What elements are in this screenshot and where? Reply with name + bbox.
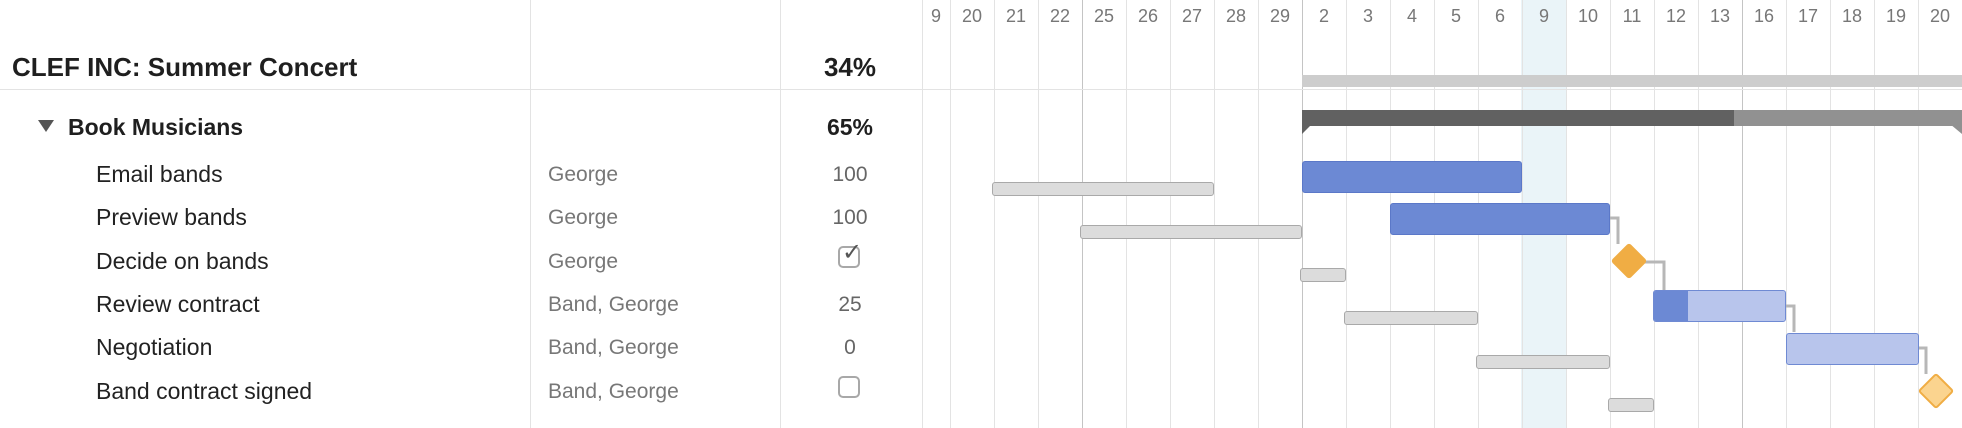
- baseline-bar: [1476, 355, 1610, 369]
- timeline-day-divider: [1346, 0, 1347, 428]
- timeline-day-label: 17: [1797, 6, 1819, 26]
- timeline-day-divider: [1830, 0, 1831, 428]
- task-name[interactable]: Email bands: [96, 161, 223, 187]
- baseline-bar: [1344, 311, 1478, 325]
- timeline-day-label: 28: [1225, 6, 1247, 26]
- row-divider: [0, 89, 1962, 90]
- timeline-day-label: 12: [1665, 6, 1687, 26]
- timeline-day-label: 20: [961, 6, 983, 26]
- timeline-day-divider: [1126, 0, 1127, 428]
- group-title[interactable]: Book Musicians: [68, 114, 244, 140]
- timeline-day-divider: [1918, 0, 1919, 428]
- timeline-day-label: 25: [1093, 6, 1115, 26]
- task-bar-progress-fill: [1654, 291, 1688, 321]
- timeline-day-label: 3: [1362, 6, 1373, 26]
- checkbox-empty-icon[interactable]: [838, 376, 860, 398]
- task-bar-review-contract[interactable]: [1653, 290, 1786, 322]
- task-assignee[interactable]: Band, George: [548, 380, 679, 403]
- column-divider: [780, 0, 781, 428]
- timeline-day-divider: [950, 0, 951, 428]
- timeline-day-divider: [1610, 0, 1611, 428]
- project-title: CLEF INC: Summer Concert: [12, 52, 358, 82]
- baseline-bar: [1080, 225, 1302, 239]
- timeline-day-label: 9: [1538, 6, 1549, 26]
- baseline-bar: [992, 182, 1214, 196]
- timeline-day-label: 29: [1269, 6, 1291, 26]
- timeline-day-label: 16: [1753, 6, 1775, 26]
- timeline-day-divider: [1302, 0, 1303, 428]
- timeline-day-label: 5: [1450, 6, 1461, 26]
- project-percent: 34%: [823, 52, 877, 82]
- task-bar-preview-bands[interactable]: [1390, 203, 1610, 235]
- project-summary-bar[interactable]: [1302, 75, 1962, 87]
- timeline-day-label: 26: [1137, 6, 1159, 26]
- timeline-day-divider: [1742, 0, 1743, 428]
- timeline-day-label: 19: [1885, 6, 1907, 26]
- group-remaining-bar[interactable]: [1734, 110, 1962, 126]
- timeline-day-label: 13: [1709, 6, 1731, 26]
- task-assignee[interactable]: Band, George: [548, 336, 679, 359]
- task-name[interactable]: Band contract signed: [96, 378, 313, 404]
- timeline-day-label: 6: [1494, 6, 1505, 26]
- task-assignee[interactable]: George: [548, 250, 619, 273]
- group-bar-end-cap: [1950, 124, 1962, 134]
- task-assignee[interactable]: George: [548, 206, 619, 229]
- timeline-day-divider: [1874, 0, 1875, 428]
- timeline-day-divider: [1786, 0, 1787, 428]
- column-divider: [530, 0, 531, 428]
- baseline-bar: [1300, 268, 1346, 282]
- task-progress[interactable]: 25: [838, 293, 862, 316]
- column-divider: [922, 0, 923, 428]
- task-progress[interactable]: 100: [832, 163, 868, 186]
- task-bar-email-bands[interactable]: [1302, 161, 1522, 193]
- task-progress[interactable]: 100: [832, 206, 868, 229]
- group-progress-bar[interactable]: [1302, 110, 1734, 126]
- timeline-day-divider: [1654, 0, 1655, 428]
- task-assignee[interactable]: Band, George: [548, 293, 679, 316]
- timeline-day-divider: [1082, 0, 1083, 428]
- group-bar-start-cap: [1302, 124, 1312, 134]
- task-assignee[interactable]: George: [548, 163, 619, 186]
- task-name[interactable]: Preview bands: [96, 204, 247, 230]
- timeline-day-label: 2: [1318, 6, 1329, 26]
- checkbox-checked-icon[interactable]: ✓: [838, 241, 862, 268]
- timeline-day-label: 10: [1577, 6, 1599, 26]
- task-name[interactable]: Decide on bands: [96, 248, 269, 274]
- timeline-day-label: 11: [1622, 6, 1642, 26]
- task-progress[interactable]: 0: [844, 336, 856, 359]
- timeline-day-label: 4: [1406, 6, 1417, 26]
- group-percent: 65%: [826, 114, 874, 140]
- timeline-day-divider: [1170, 0, 1171, 428]
- timeline-day-divider: [1214, 0, 1215, 428]
- task-name[interactable]: Review contract: [96, 291, 260, 317]
- timeline-day-label: 22: [1049, 6, 1071, 26]
- collapse-triangle-icon[interactable]: [38, 120, 54, 132]
- task-name[interactable]: Negotiation: [96, 334, 213, 360]
- timeline-day-label: 18: [1841, 6, 1863, 26]
- baseline-bar: [1608, 398, 1654, 412]
- timeline-day-label: 21: [1005, 6, 1027, 26]
- timeline-day-label: 9: [930, 6, 941, 26]
- check-mark-icon: ✓: [842, 239, 863, 266]
- task-bar-negotiation[interactable]: [1786, 333, 1919, 365]
- timeline-day-divider: [1038, 0, 1039, 428]
- timeline-day-divider: [994, 0, 995, 428]
- timeline-day-label: 27: [1181, 6, 1203, 26]
- timeline-day-divider: [1258, 0, 1259, 428]
- timeline-day-label: 20: [1929, 6, 1951, 26]
- timeline-day-divider: [1698, 0, 1699, 428]
